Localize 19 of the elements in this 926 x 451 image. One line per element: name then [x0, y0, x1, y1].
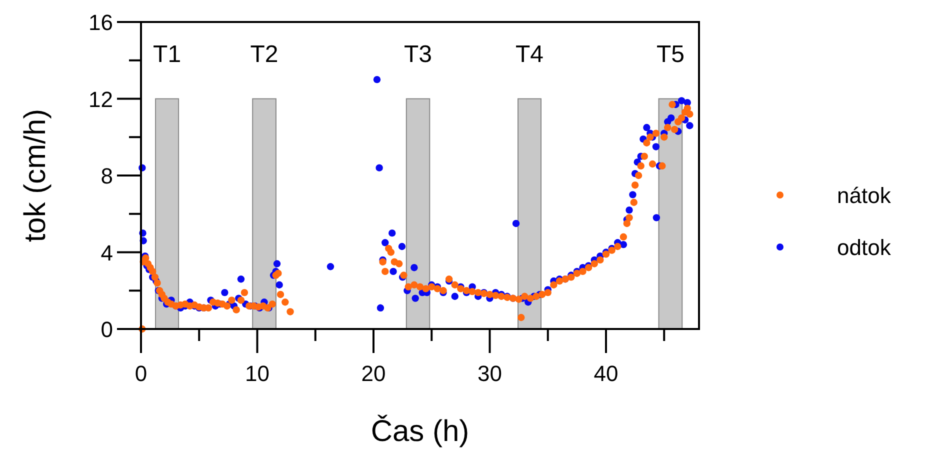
- x-tick-label: 10: [245, 361, 270, 386]
- x-tick-label: 20: [361, 361, 386, 386]
- band-label: T3: [404, 41, 432, 68]
- y-tick-label: 8: [100, 164, 113, 188]
- band-label: T2: [250, 41, 278, 68]
- x-tick-label: 0: [134, 361, 148, 386]
- band-label: T4: [516, 41, 544, 68]
- y-axis-title: tok (cm/h): [19, 108, 52, 242]
- y-tick-label: 0: [100, 317, 113, 342]
- y-tick-label: 16: [88, 10, 113, 35]
- band-label: T5: [656, 41, 684, 68]
- band-label: T1: [153, 41, 182, 68]
- y-tick-label: 12: [88, 86, 113, 112]
- y-tick-label: 4: [100, 240, 113, 266]
- x-tick-label: 30: [478, 361, 502, 386]
- text: odtok: [837, 235, 892, 260]
- x-tick-label: 40: [594, 361, 618, 386]
- text: nátok: [837, 183, 892, 208]
- x-axis-title: Čas (h): [370, 414, 470, 448]
